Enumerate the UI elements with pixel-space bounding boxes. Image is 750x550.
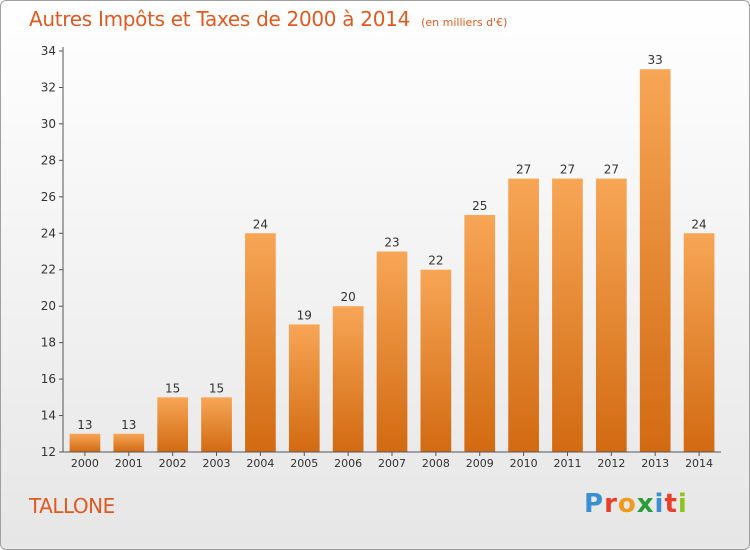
x-tick-label: 2001 — [115, 457, 143, 470]
logo-letter: t — [664, 489, 678, 519]
y-tick-label: 16 — [41, 372, 56, 386]
bar — [332, 306, 364, 452]
data-label: 24 — [253, 217, 268, 231]
y-tick-label: 28 — [41, 153, 56, 167]
chart-unit-note: (en milliers d'€) — [421, 16, 508, 29]
bar — [508, 178, 539, 452]
data-label: 15 — [165, 381, 180, 395]
y-tick-label: 12 — [41, 445, 56, 459]
bar — [683, 233, 715, 452]
y-tick-label: 20 — [41, 299, 56, 313]
x-tick-label: 2013 — [641, 457, 669, 470]
data-label: 33 — [648, 53, 663, 67]
x-tick-label: 2008 — [422, 457, 450, 470]
proxiti-logo: Proxiti — [584, 489, 688, 519]
logo-letter: r — [604, 489, 618, 519]
y-tick-label: 34 — [41, 44, 56, 58]
data-label: 22 — [428, 254, 443, 268]
chart-title: Autres Impôts et Taxes de 2000 à 2014 — [29, 7, 410, 31]
bar — [552, 178, 583, 452]
bar — [639, 69, 671, 452]
bar — [245, 233, 276, 452]
data-label: 13 — [121, 418, 136, 432]
x-tick-label: 2000 — [71, 457, 99, 470]
axis-layer: 2000 2001 2002 2003 2004 2005 2006 2007 2008 2009… — [41, 44, 721, 470]
x-tick-label: 2006 — [334, 457, 362, 470]
x-tick-label: 2004 — [246, 457, 274, 470]
data-label: 24 — [691, 217, 706, 231]
y-tick-label: 32 — [41, 80, 56, 94]
commune-name: TALLONE — [29, 494, 115, 518]
logo-letter: P — [584, 489, 605, 519]
bar — [113, 433, 145, 452]
data-label: 15 — [209, 381, 224, 395]
y-tick-label: 14 — [41, 409, 56, 423]
bar — [420, 269, 452, 452]
data-label: 27 — [516, 163, 531, 177]
logo-letter: o — [617, 489, 637, 519]
title-line: Autres Impôts et Taxes de 2000 à 2014 (e… — [29, 7, 507, 31]
data-label: 13 — [77, 418, 92, 432]
bar — [288, 324, 320, 452]
data-label: 19 — [297, 308, 312, 322]
x-tick-label: 2010 — [510, 457, 538, 470]
x-tick-label: 2011 — [553, 457, 581, 470]
x-tick-label: 2009 — [466, 457, 494, 470]
x-tick-label: 2007 — [378, 457, 406, 470]
data-label: 20 — [340, 290, 355, 304]
bar — [157, 397, 189, 452]
y-tick-label: 22 — [41, 263, 56, 277]
logo-letter: x — [636, 489, 655, 519]
x-tick-label: 2002 — [159, 457, 187, 470]
data-label: 27 — [560, 163, 575, 177]
logo-letter: i — [677, 489, 688, 519]
data-label: 27 — [604, 163, 619, 177]
x-tick-label: 2003 — [203, 457, 231, 470]
y-tick-label: 18 — [41, 336, 56, 350]
bar — [464, 215, 496, 452]
bar — [595, 178, 627, 452]
x-tick-label: 2014 — [685, 457, 713, 470]
logo-letter: i — [654, 489, 665, 519]
bar — [376, 251, 408, 452]
bars-layer: 13 13 15 15 24 19 20 23 22 25 27 27 27 33 24 — [69, 53, 715, 452]
y-tick-label: 30 — [41, 117, 56, 131]
bar — [69, 433, 101, 452]
x-tick-label: 2012 — [597, 457, 625, 470]
y-tick-label: 24 — [41, 226, 56, 240]
data-label: 23 — [384, 236, 399, 250]
x-tick-label: 2005 — [290, 457, 318, 470]
data-label: 25 — [472, 199, 487, 213]
bar — [201, 397, 232, 452]
y-tick-label: 26 — [41, 190, 56, 204]
